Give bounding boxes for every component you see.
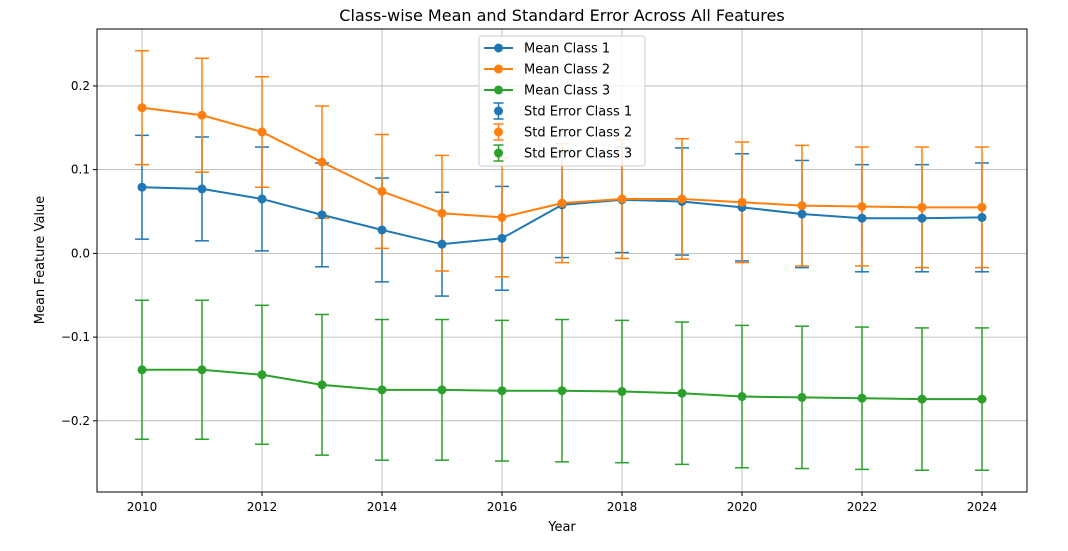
data-point	[737, 392, 747, 402]
data-point	[797, 392, 807, 402]
data-point	[857, 213, 867, 223]
data-point	[197, 365, 207, 375]
data-point	[677, 194, 687, 204]
x-axis-ticks: 2010 2012 2014 2016 2018 2020 2022 2024	[127, 492, 998, 514]
data-point	[137, 182, 147, 192]
data-point	[557, 198, 567, 208]
data-point	[797, 201, 807, 211]
data-point	[497, 386, 507, 396]
legend-marker	[494, 106, 503, 116]
y-axis-ticks: −0.2 −0.1 0.0 0.1 0.2	[61, 79, 97, 428]
data-point	[257, 370, 267, 380]
error-bars	[135, 50, 989, 471]
legend-label: Std Error Class 2	[524, 126, 632, 141]
data-point	[977, 394, 987, 404]
y-tick-label: 0.2	[71, 79, 90, 93]
data-point	[917, 394, 927, 404]
x-tick-label: 2024	[967, 500, 998, 514]
y-axis-label: Mean Feature Value	[33, 196, 48, 325]
data-point	[317, 380, 327, 390]
data-point	[857, 201, 867, 211]
data-point	[137, 365, 147, 375]
data-point	[377, 186, 387, 196]
x-tick-label: 2022	[847, 500, 878, 514]
data-point	[977, 202, 987, 212]
series-points	[137, 103, 987, 404]
x-tick-label: 2010	[127, 500, 158, 514]
data-point	[377, 385, 387, 395]
y-tick-label: −0.1	[61, 330, 90, 344]
data-point	[257, 194, 267, 204]
legend-marker	[494, 148, 503, 158]
x-tick-label: 2016	[487, 500, 518, 514]
x-tick-label: 2018	[607, 500, 638, 514]
data-point	[497, 233, 507, 243]
x-tick-label: 2012	[247, 500, 278, 514]
data-point	[617, 194, 627, 204]
legend-label: Mean Class 3	[524, 84, 610, 99]
legend-label: Mean Class 1	[524, 42, 610, 57]
data-point	[737, 197, 747, 207]
legend-label: Std Error Class 1	[524, 105, 632, 120]
data-point	[377, 225, 387, 235]
data-point	[437, 208, 447, 218]
legend-marker	[494, 43, 503, 53]
x-tick-label: 2014	[367, 500, 398, 514]
legend-label: Std Error Class 3	[524, 147, 632, 162]
y-tick-label: 0.1	[71, 163, 90, 177]
y-tick-label: −0.2	[61, 414, 90, 428]
data-point	[257, 127, 267, 137]
data-point	[317, 157, 327, 167]
chart-title: Class-wise Mean and Standard Error Acros…	[339, 6, 784, 25]
data-point	[437, 385, 447, 395]
data-point	[197, 184, 207, 194]
legend-marker	[494, 127, 503, 137]
legend-marker	[494, 64, 503, 74]
x-axis-label: Year	[547, 520, 576, 535]
plot-frame	[96, 28, 1028, 493]
x-tick-label: 2020	[727, 500, 758, 514]
data-point	[137, 103, 147, 113]
data-point	[317, 210, 327, 220]
data-point	[677, 388, 687, 398]
data-point	[917, 213, 927, 223]
data-point	[977, 212, 987, 222]
data-point	[557, 386, 567, 396]
legend-label: Mean Class 2	[524, 63, 610, 78]
y-tick-label: 0.0	[71, 246, 90, 260]
data-point	[857, 393, 867, 403]
data-point	[437, 239, 447, 249]
legend-marker	[494, 85, 503, 95]
data-point	[497, 212, 507, 222]
data-point	[797, 209, 807, 219]
data-point	[617, 387, 627, 397]
legend: Mean Class 1 Mean Class 2 Mean Class 3 Std …	[478, 35, 646, 167]
legend-box	[478, 35, 646, 167]
data-point	[917, 202, 927, 212]
data-point	[197, 110, 207, 120]
